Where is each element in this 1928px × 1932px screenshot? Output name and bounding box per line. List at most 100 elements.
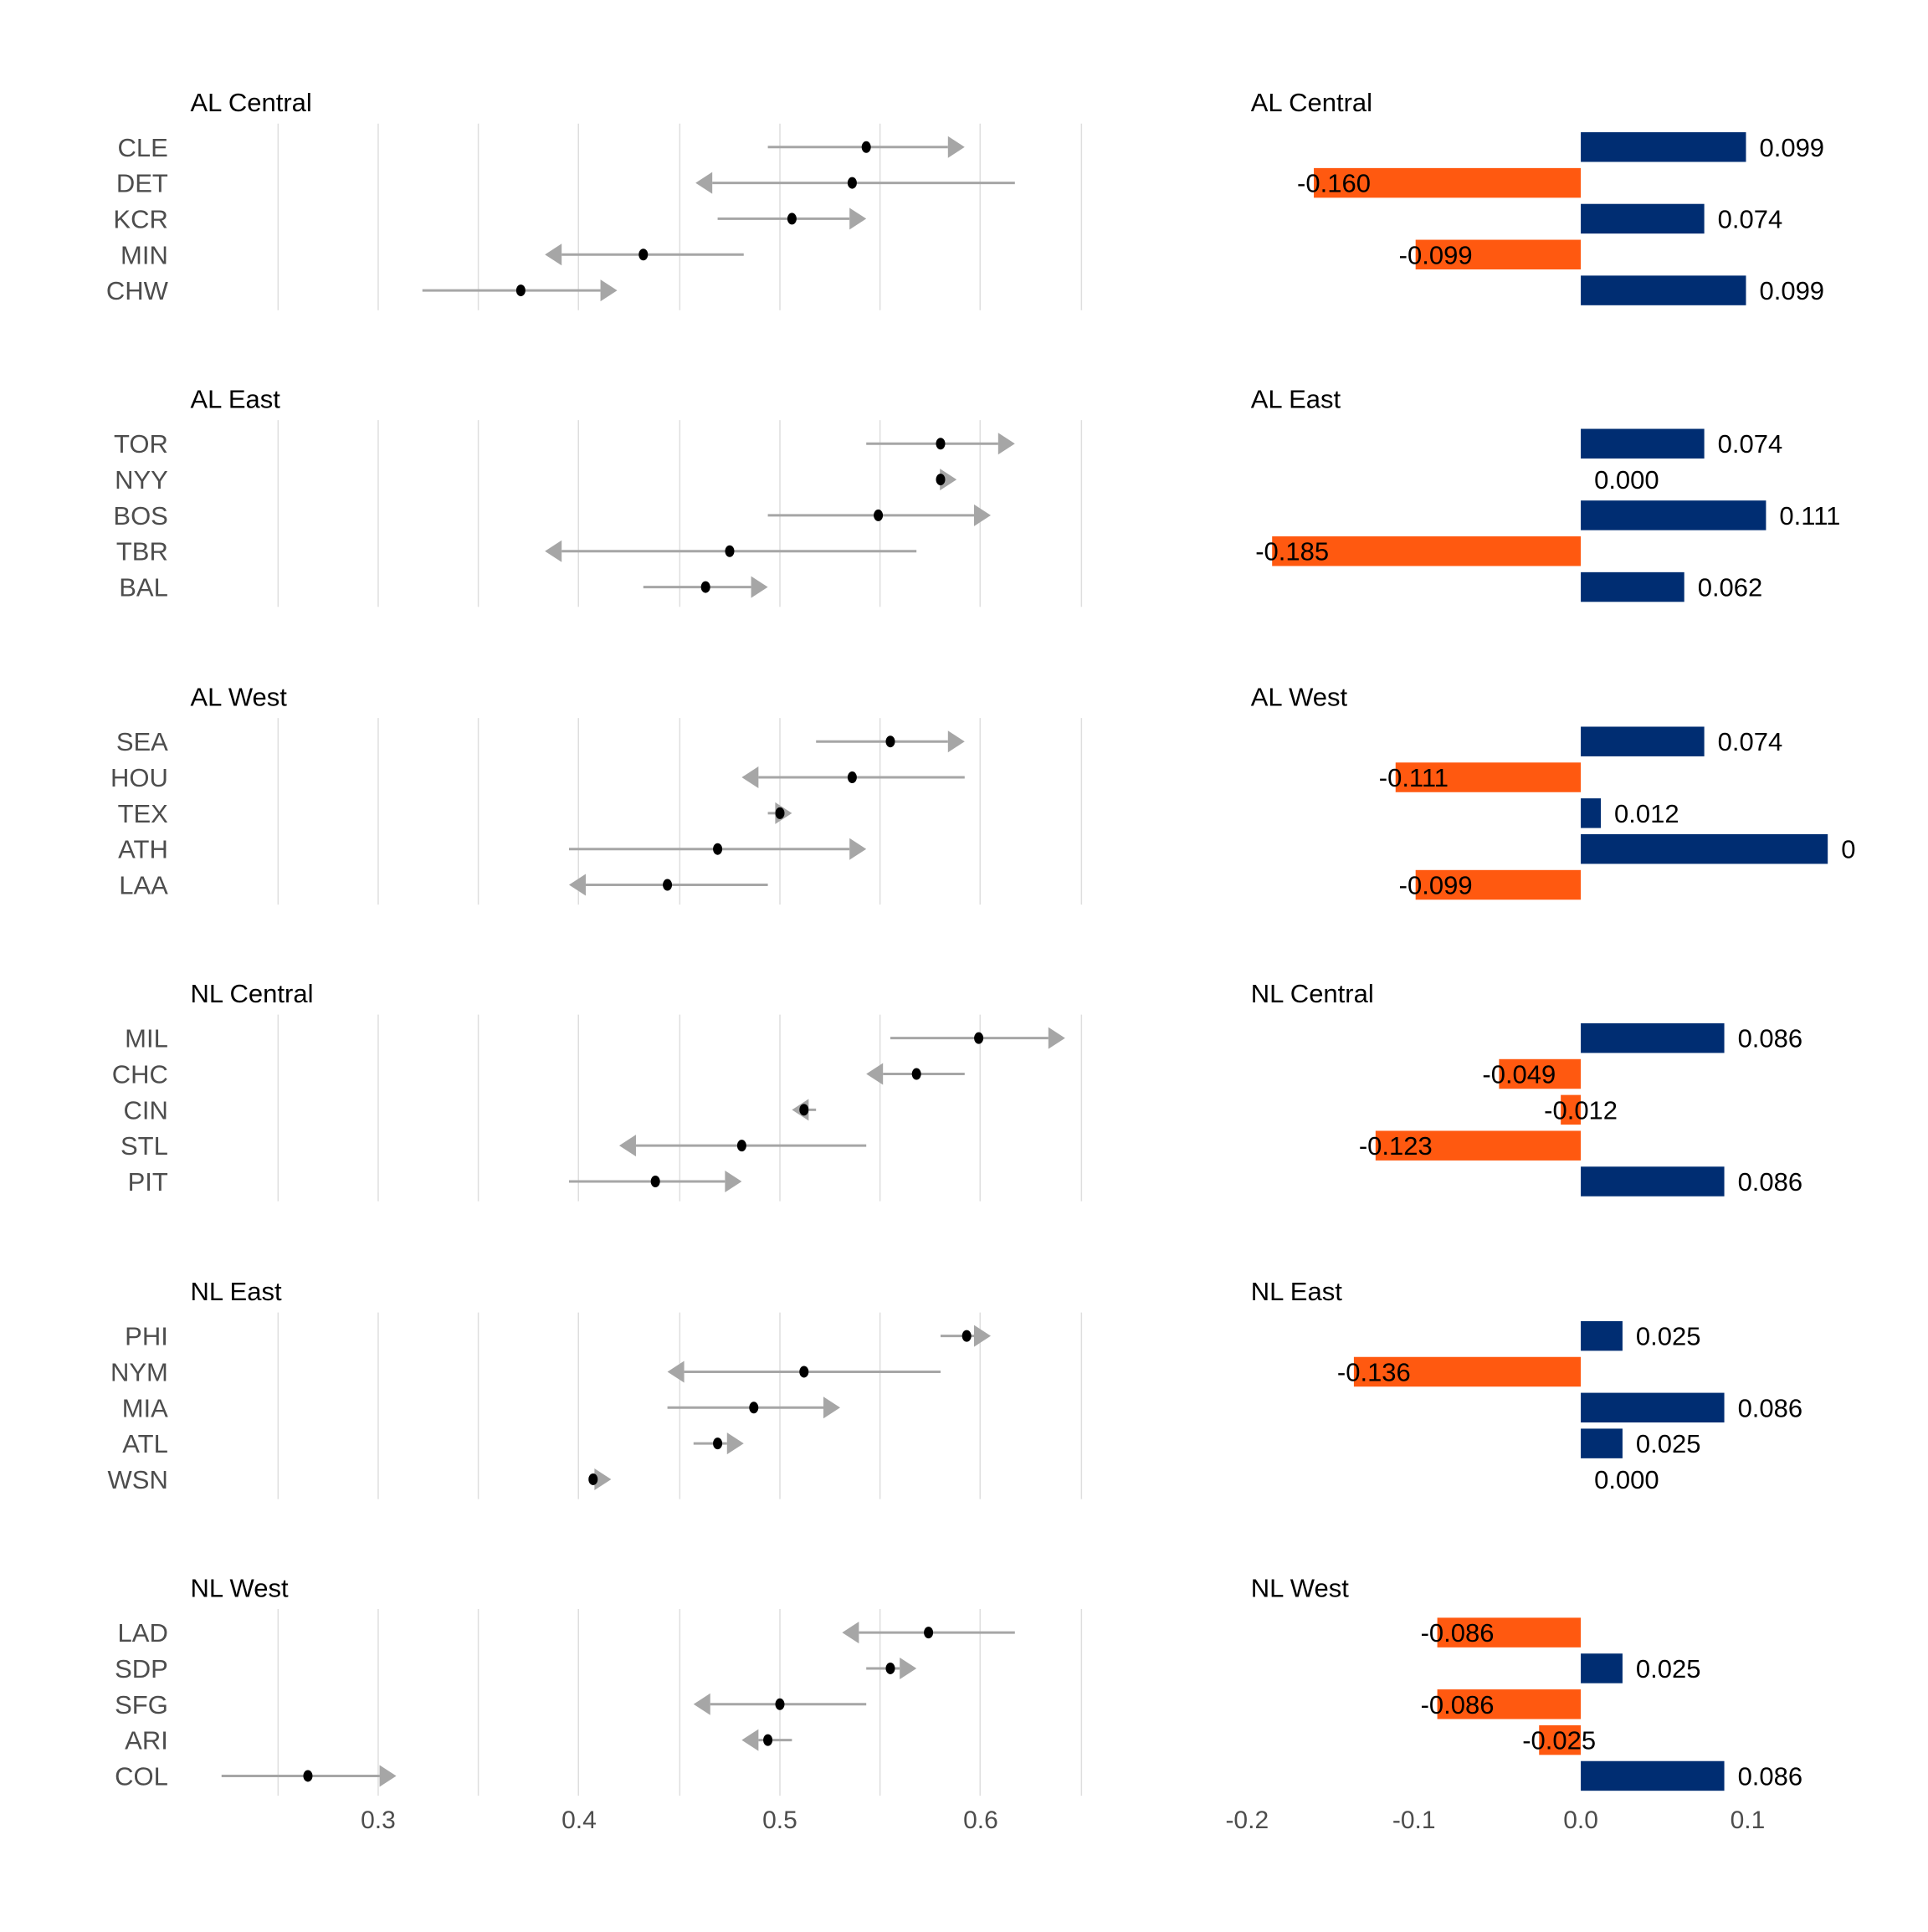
- data-point: [749, 1402, 759, 1414]
- bar: [1353, 1356, 1582, 1387]
- panel-title-right: NL West: [1251, 1573, 1350, 1602]
- data-point: [936, 438, 946, 450]
- bar-value-label: 0.074: [1718, 429, 1783, 459]
- panel-title-right: NL Central: [1251, 979, 1374, 1008]
- team-label: CHW: [106, 276, 169, 305]
- team-label: NYM: [110, 1357, 168, 1386]
- data-point: [713, 1437, 723, 1450]
- bar: [1581, 275, 1746, 305]
- data-point: [725, 545, 735, 557]
- bar-value-label: 0.086: [1738, 1024, 1803, 1053]
- arrow-head: [866, 1063, 884, 1085]
- team-label: PHI: [125, 1322, 168, 1351]
- bar-value-label: 0.025: [1636, 1429, 1701, 1458]
- data-point: [974, 1032, 984, 1044]
- arrow-head: [725, 1171, 742, 1193]
- data-point: [799, 1104, 809, 1116]
- team-label: CIN: [123, 1095, 167, 1125]
- team-label: ATL: [122, 1429, 168, 1458]
- data-point: [663, 879, 673, 891]
- bar-value-label: -0.086: [1421, 1618, 1495, 1648]
- arrow-head: [618, 1135, 636, 1157]
- data-point: [885, 1662, 895, 1674]
- data-point: [885, 735, 895, 748]
- arrow-head: [545, 243, 562, 266]
- bar: [1437, 1689, 1582, 1719]
- arrow-head: [900, 1657, 917, 1679]
- bar-value-label: 0.000: [1594, 465, 1659, 495]
- bar-value-label: -0.025: [1522, 1726, 1596, 1755]
- bar: [1581, 500, 1766, 530]
- x-tick-label-left: 0.4: [561, 1806, 597, 1834]
- team-label: ARI: [125, 1726, 168, 1755]
- arrow-head: [1048, 1027, 1065, 1049]
- x-tick-label-left: 0.3: [361, 1806, 396, 1834]
- panel-title-right: AL West: [1251, 682, 1348, 711]
- bar: [1581, 1166, 1725, 1197]
- x-tick-label-right: -0.2: [1225, 1806, 1269, 1834]
- bar: [1581, 203, 1705, 234]
- arrow-head: [568, 874, 586, 896]
- data-point: [700, 581, 710, 593]
- team-label: SDP: [115, 1654, 168, 1683]
- bar-value-label: -0.136: [1337, 1357, 1411, 1386]
- data-point: [588, 1473, 598, 1485]
- team-label: MIL: [125, 1024, 168, 1053]
- panel-title-right: AL East: [1251, 384, 1341, 413]
- bar: [1581, 1760, 1725, 1791]
- bar: [1395, 762, 1582, 792]
- bar: [1581, 798, 1602, 828]
- bar-value-label: 0.025: [1636, 1322, 1701, 1351]
- bar: [1539, 1724, 1582, 1755]
- bar: [1375, 1130, 1582, 1161]
- arrow-head: [823, 1396, 840, 1419]
- arrow-head: [600, 279, 618, 302]
- data-point: [861, 141, 871, 153]
- arrow-head: [545, 540, 562, 562]
- team-label: COL: [115, 1761, 168, 1791]
- arrow-head: [695, 172, 713, 194]
- bar: [1561, 1094, 1582, 1125]
- bar-value-label: -0.049: [1482, 1060, 1556, 1089]
- team-label: DET: [116, 169, 168, 198]
- bar-value-label: -0.123: [1359, 1131, 1433, 1161]
- team-label: LAD: [118, 1618, 168, 1648]
- arrow-head: [849, 208, 867, 230]
- team-label: LAA: [119, 871, 168, 900]
- team-label: NYY: [115, 465, 168, 495]
- bar: [1581, 833, 1828, 864]
- data-point: [713, 843, 723, 855]
- bar-value-label: 0.000: [1594, 1465, 1659, 1494]
- bar: [1314, 167, 1582, 198]
- x-tick-label-left: 0.6: [963, 1806, 998, 1834]
- bar: [1581, 1022, 1725, 1053]
- data-point: [638, 249, 649, 261]
- data-point: [736, 1140, 746, 1152]
- data-point: [847, 177, 857, 189]
- x-tick-label-right: 0.0: [1563, 1806, 1598, 1834]
- bar-value-label: 0.012: [1614, 799, 1679, 828]
- bar: [1581, 1653, 1623, 1683]
- bar: [1437, 1617, 1582, 1648]
- arrow-head: [997, 433, 1015, 455]
- bar-value-label: -0.012: [1544, 1095, 1618, 1125]
- arrow-head: [849, 838, 867, 860]
- x-tick-label-right: -0.1: [1392, 1806, 1436, 1834]
- team-label: KCR: [113, 204, 167, 233]
- bar-value-label: 0.111: [1779, 501, 1840, 530]
- x-tick-label-left: 0.5: [762, 1806, 797, 1834]
- bar-value-label: 0.025: [1636, 1654, 1701, 1683]
- data-point: [799, 1366, 809, 1378]
- team-label: BAL: [119, 573, 168, 602]
- bar: [1272, 536, 1582, 566]
- bar-value-label: 0: [1841, 835, 1855, 864]
- bar-value-label: 0.086: [1738, 1761, 1803, 1791]
- team-label: TOR: [114, 429, 168, 459]
- bar-value-label: -0.099: [1399, 240, 1473, 269]
- team-label: SFG: [115, 1690, 168, 1719]
- bar-value-label: 0.062: [1698, 573, 1763, 602]
- arrow-head: [947, 136, 965, 158]
- panel-title-right: AL Central: [1251, 88, 1372, 117]
- data-point: [775, 1698, 785, 1710]
